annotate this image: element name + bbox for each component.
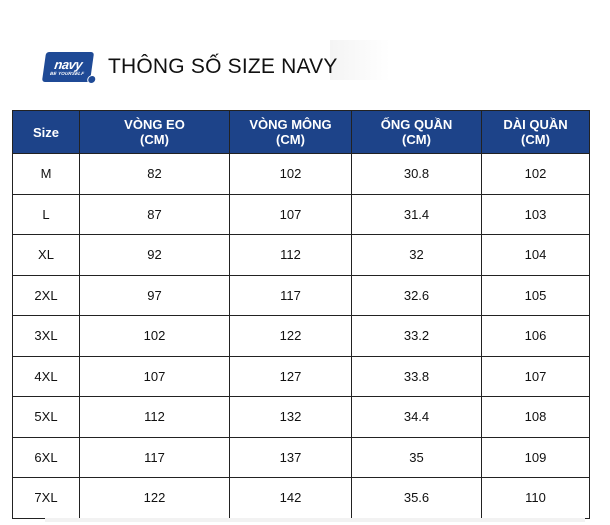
column-header-unit: (CM)	[521, 132, 550, 147]
cell-hip: 132	[229, 396, 352, 438]
cell-length: 105	[481, 274, 590, 316]
column-header-label: ỐNG QUẦN	[380, 117, 453, 132]
cell-hip: 107	[229, 193, 352, 235]
cell-leg-opening: 31.4	[351, 193, 482, 235]
cell-leg-opening: 33.8	[351, 355, 482, 397]
table-row: 2XL 97 117 32.6 105	[12, 274, 590, 316]
cell-leg-opening: 34.4	[351, 396, 482, 438]
logo-tagline: BE YOURSELF	[49, 70, 85, 76]
cell-length: 108	[481, 396, 590, 438]
cell-waist: 107	[79, 355, 230, 397]
page-title: THÔNG SỐ SIZE NAVY	[108, 55, 338, 78]
cell-size: XL	[12, 234, 80, 276]
cell-size: 6XL	[12, 436, 80, 478]
column-header-label: VÒNG EO	[124, 117, 185, 132]
column-header-label: DÀI QUẦN	[503, 117, 568, 132]
table-row: 4XL 107 127 33.8 107	[12, 355, 590, 397]
background-glare	[330, 40, 390, 80]
cell-waist: 122	[79, 477, 230, 519]
cell-waist: 117	[79, 436, 230, 478]
cell-waist: 82	[79, 153, 230, 195]
cell-size: 7XL	[12, 477, 80, 519]
column-header-size: Size	[12, 110, 80, 154]
registered-mark-icon	[86, 75, 97, 84]
cell-size: 4XL	[12, 355, 80, 397]
cell-hip: 142	[229, 477, 352, 519]
cell-length: 104	[481, 234, 590, 276]
column-header-label: Size	[32, 124, 59, 140]
cell-length: 110	[481, 477, 590, 519]
logo-brand: navy	[53, 56, 84, 72]
cell-length: 103	[481, 193, 590, 235]
table-row: XL 92 112 32 104	[12, 234, 590, 276]
cell-length: 106	[481, 315, 590, 357]
navy-logo-icon: navy BE YOURSELF	[41, 52, 97, 84]
column-header-unit: (CM)	[276, 132, 305, 147]
table-row: 7XL 122 142 35.6 110	[12, 477, 590, 519]
cell-hip: 127	[229, 355, 352, 397]
cell-hip: 117	[229, 274, 352, 316]
cell-size: 5XL	[12, 396, 80, 438]
table-shadow	[45, 518, 585, 522]
cell-hip: 122	[229, 315, 352, 357]
table-row: M 82 102 30.8 102	[12, 153, 590, 195]
cell-leg-opening: 32.6	[351, 274, 482, 316]
column-header-leg-opening: ỐNG QUẦN (CM)	[351, 110, 482, 154]
size-table: Size VÒNG EO (CM) VÒNG MÔNG (CM) ỐNG QUẦN(…	[12, 110, 590, 519]
cell-waist: 87	[79, 193, 230, 235]
column-header-unit: (CM)	[140, 132, 169, 147]
table-row: L 87 107 31.4 103	[12, 193, 590, 235]
column-header-unit: (CM)	[402, 132, 431, 147]
cell-leg-opening: 33.2	[351, 315, 482, 357]
column-header-waist: VÒNG EO (CM)	[79, 110, 230, 154]
table-row: 3XL 102 122 33.2 106	[12, 315, 590, 357]
cell-length: 107	[481, 355, 590, 397]
cell-waist: 112	[79, 396, 230, 438]
column-header-hip: VÒNG MÔNG (CM)	[229, 110, 352, 154]
page-header: navy BE YOURSELF THÔNG SỐ SIZE NAVY	[41, 52, 338, 84]
cell-waist: 102	[79, 315, 230, 357]
cell-leg-opening: 35.6	[351, 477, 482, 519]
cell-hip: 112	[229, 234, 352, 276]
cell-hip: 137	[229, 436, 352, 478]
table-row: 5XL 112 132 34.4 108	[12, 396, 590, 438]
cell-size: M	[12, 153, 80, 195]
cell-waist: 97	[79, 274, 230, 316]
cell-leg-opening: 32	[351, 234, 482, 276]
table-header-row: Size VÒNG EO (CM) VÒNG MÔNG (CM) ỐNG QUẦN(…	[12, 110, 590, 154]
table-row: 6XL 117 137 35 109	[12, 436, 590, 478]
cell-size: 3XL	[12, 315, 80, 357]
cell-hip: 102	[229, 153, 352, 195]
cell-leg-opening: 30.8	[351, 153, 482, 195]
column-header-label: VÒNG MÔNG	[249, 117, 332, 132]
column-header-length: DÀI QUẦN (CM)	[481, 110, 590, 154]
cell-length: 109	[481, 436, 590, 478]
cell-leg-opening: 35	[351, 436, 482, 478]
cell-size: 2XL	[12, 274, 80, 316]
cell-length: 102	[481, 153, 590, 195]
cell-size: L	[12, 193, 80, 235]
cell-waist: 92	[79, 234, 230, 276]
